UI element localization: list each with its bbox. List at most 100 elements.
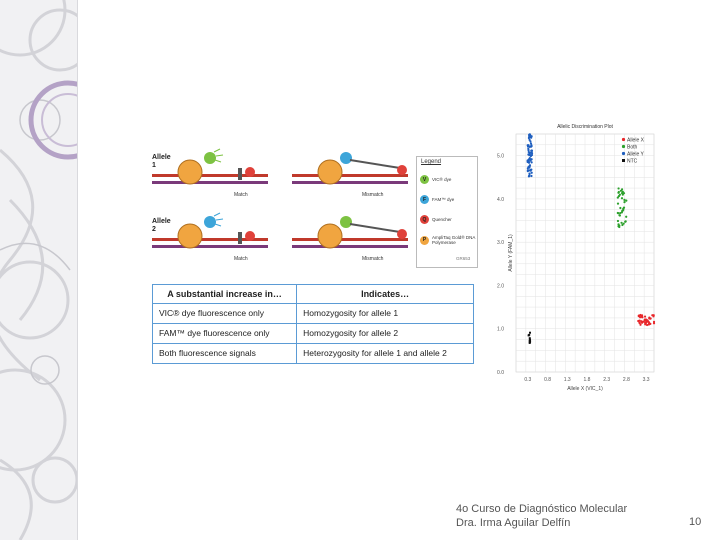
y-tick-label: 2.0 <box>497 283 504 289</box>
table-header: A substantial increase in… <box>151 284 298 304</box>
ntc-point <box>527 334 530 337</box>
ntc-point <box>528 341 531 344</box>
swirl-pattern <box>0 0 78 540</box>
data-point <box>617 212 620 215</box>
quencher-icon: Q <box>420 215 429 224</box>
mismatch-caption-1: Mismatch <box>362 192 384 198</box>
legend-marker <box>621 144 626 149</box>
data-point <box>530 144 533 147</box>
ntc-point <box>529 331 532 334</box>
data-point <box>528 174 531 177</box>
table-cell: FAM™ dye fluorescence only <box>151 323 298 344</box>
legend-item: Q Quencher <box>420 215 452 224</box>
allelic-discrimination-plot: Allelic Discrimination Plot 0.0 1.0 2.0 3.0 4… <box>482 120 662 400</box>
data-point <box>529 136 533 139</box>
allele-1-label: Allele 1 <box>152 154 171 169</box>
data-point <box>644 323 647 326</box>
legend-marker <box>621 137 626 142</box>
x-tick-label: 0.3 <box>524 377 531 383</box>
mismatch-caption-2: Mismatch <box>362 256 384 262</box>
data-point <box>641 320 645 323</box>
data-point <box>621 190 624 193</box>
data-point <box>530 174 533 178</box>
figure-code: GR653 <box>456 256 471 261</box>
x-tick-label: 0.8 <box>544 377 551 383</box>
data-point <box>529 142 533 145</box>
legend-label: Allele Y <box>627 152 645 158</box>
legend-item: F FAM™ dye <box>420 195 454 204</box>
footer: 4o Curso de Diagnóstico Molecular Dra. I… <box>456 502 627 530</box>
x-tick-label: 1.3 <box>564 377 571 383</box>
legend-label: Both <box>627 145 638 151</box>
interpretation-table: A substantial increase in… Indicates… VI… <box>151 284 474 364</box>
data-point <box>637 319 640 323</box>
y-tick-label: 0.0 <box>497 370 504 376</box>
allele-1-match <box>152 148 268 185</box>
table-cell: Homozygosity for allele 1 <box>296 303 474 324</box>
legend-item: P AmpliTaq Gold® DNA Polymerase <box>420 235 476 245</box>
data-point <box>646 319 650 323</box>
data-point <box>620 211 623 214</box>
data-point <box>620 197 624 200</box>
data-point <box>530 168 533 171</box>
ntc-point <box>529 340 532 343</box>
legend-title: Legend <box>421 159 442 165</box>
match-caption-2: Match <box>234 256 248 262</box>
y-axis-label: Allele Y (FAM_1) <box>508 234 514 272</box>
legend-marker <box>621 151 626 156</box>
data-point <box>649 322 652 325</box>
y-tick-label: 5.0 <box>497 154 504 160</box>
data-point <box>528 136 531 139</box>
page-number: 10 <box>689 516 702 528</box>
table-cell: Heterozygosity for allele 1 and allele 2 <box>296 343 474 364</box>
data-point <box>620 221 623 224</box>
data-point <box>527 148 530 152</box>
chart-title: Allelic Discrimination Plot <box>557 124 613 130</box>
vic-dye-icon: V <box>420 175 429 184</box>
data-point <box>618 193 622 196</box>
data-point <box>619 206 622 210</box>
data-point <box>621 209 624 212</box>
table-cell: VIC® dye fluorescence only <box>151 303 298 324</box>
y-tick-label: 4.0 <box>497 197 504 203</box>
legend-label: NTC <box>627 159 638 165</box>
data-point <box>645 323 649 327</box>
x-axis-label: Allele X (VIC_1) <box>567 386 603 392</box>
course-title: 4o Curso de Diagnóstico Molecular <box>456 503 628 515</box>
data-point <box>527 165 530 168</box>
y-tick-label: 3.0 <box>497 240 504 246</box>
allele-2-label: Allele 2 <box>152 218 171 233</box>
match-caption-1: Match <box>234 192 248 198</box>
sidebar-divider <box>77 0 78 540</box>
data-point <box>620 188 624 191</box>
data-point <box>530 149 533 152</box>
ntc-point <box>528 337 531 340</box>
data-point <box>526 170 529 173</box>
data-point <box>625 215 628 218</box>
data-point <box>644 319 647 322</box>
taqman-diagram: Allele 1 Allele 2 <box>150 148 478 268</box>
data-point <box>528 153 532 156</box>
data-point <box>643 315 647 318</box>
decorative-sidebar <box>0 0 78 540</box>
data-point <box>640 314 644 317</box>
data-point <box>652 320 656 323</box>
table-cell: Both fluorescence signals <box>151 343 298 364</box>
author-name: Dra. Irma Aguilar Delfín <box>456 517 571 529</box>
data-point <box>528 138 531 141</box>
scatter-plot-svg: Allelic Discrimination Plot 0.0 1.0 2.0 3.0 4… <box>497 124 656 392</box>
data-point <box>637 314 640 317</box>
data-point <box>639 323 642 326</box>
x-tick-label: 2.3 <box>603 377 610 383</box>
data-point <box>528 172 531 175</box>
data-point <box>618 214 621 217</box>
x-tick-label: 3.3 <box>643 377 650 383</box>
x-tick-label: 1.8 <box>583 377 590 383</box>
data-point <box>526 160 529 164</box>
data-point <box>640 320 643 323</box>
data-point <box>526 159 530 162</box>
data-point <box>530 171 533 174</box>
data-point <box>624 220 627 223</box>
data-point <box>639 316 642 319</box>
polymerase-icon: P <box>420 235 429 245</box>
